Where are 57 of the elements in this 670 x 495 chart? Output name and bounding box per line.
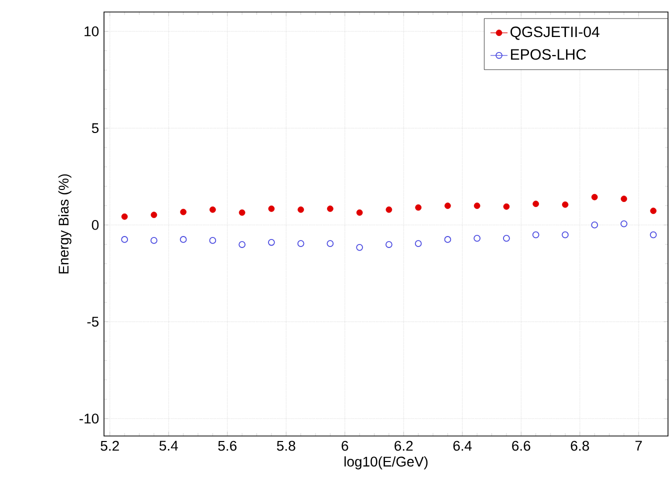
point bbox=[503, 203, 510, 210]
point bbox=[620, 196, 628, 202]
point bbox=[386, 206, 392, 213]
point bbox=[591, 194, 598, 200]
point bbox=[327, 206, 334, 212]
x-tick-label: 6.6 bbox=[512, 440, 530, 451]
y-tick-label: 0 bbox=[92, 220, 99, 230]
x-tick-label: 6.4 bbox=[453, 440, 472, 451]
y-axis-title: Energy Bias (%) bbox=[58, 174, 72, 274]
point bbox=[444, 236, 452, 243]
point bbox=[474, 202, 480, 209]
x-tick-label: 6.2 bbox=[394, 440, 413, 451]
point bbox=[415, 204, 422, 211]
point bbox=[591, 222, 598, 228]
y-tick-label: 5 bbox=[92, 123, 99, 134]
point bbox=[238, 241, 246, 248]
point bbox=[414, 240, 422, 247]
point bbox=[474, 234, 481, 242]
point bbox=[532, 231, 540, 238]
legend-label: EPOS-LHC bbox=[511, 49, 586, 60]
point bbox=[620, 220, 628, 228]
point bbox=[180, 236, 187, 243]
x-tick-label: 6.8 bbox=[570, 440, 589, 451]
x-tick-label: 5.8 bbox=[276, 440, 296, 451]
point bbox=[297, 240, 304, 247]
point bbox=[503, 234, 510, 242]
point bbox=[180, 208, 186, 216]
point bbox=[268, 206, 275, 212]
point bbox=[650, 208, 657, 214]
y-tick-label: -10 bbox=[80, 414, 99, 424]
x-tick-label: 5.2 bbox=[100, 440, 119, 451]
point bbox=[209, 237, 216, 244]
point bbox=[444, 202, 451, 209]
point bbox=[150, 237, 158, 244]
x-tick-label: 6 bbox=[342, 440, 348, 451]
point bbox=[532, 200, 540, 208]
point bbox=[210, 206, 216, 213]
x-tick-label: 5.6 bbox=[218, 440, 236, 451]
point bbox=[298, 206, 304, 213]
x-axis-title: log10(E/GeV) bbox=[344, 456, 428, 470]
point bbox=[356, 209, 363, 216]
point bbox=[268, 238, 275, 246]
x-tick-label: 5.4 bbox=[159, 440, 178, 451]
point bbox=[121, 213, 128, 220]
point bbox=[562, 201, 568, 208]
point bbox=[238, 209, 246, 216]
point bbox=[326, 240, 334, 247]
point bbox=[562, 231, 569, 238]
legend-label: QGSJETII-04 bbox=[510, 26, 600, 40]
x-tick-label: 7 bbox=[635, 440, 642, 450]
y-tick-label: 10 bbox=[84, 26, 99, 36]
y-tick-label: -5 bbox=[87, 316, 99, 327]
point bbox=[386, 241, 392, 248]
point bbox=[650, 231, 657, 238]
point bbox=[150, 212, 158, 218]
point bbox=[356, 244, 364, 251]
point bbox=[121, 236, 128, 243]
